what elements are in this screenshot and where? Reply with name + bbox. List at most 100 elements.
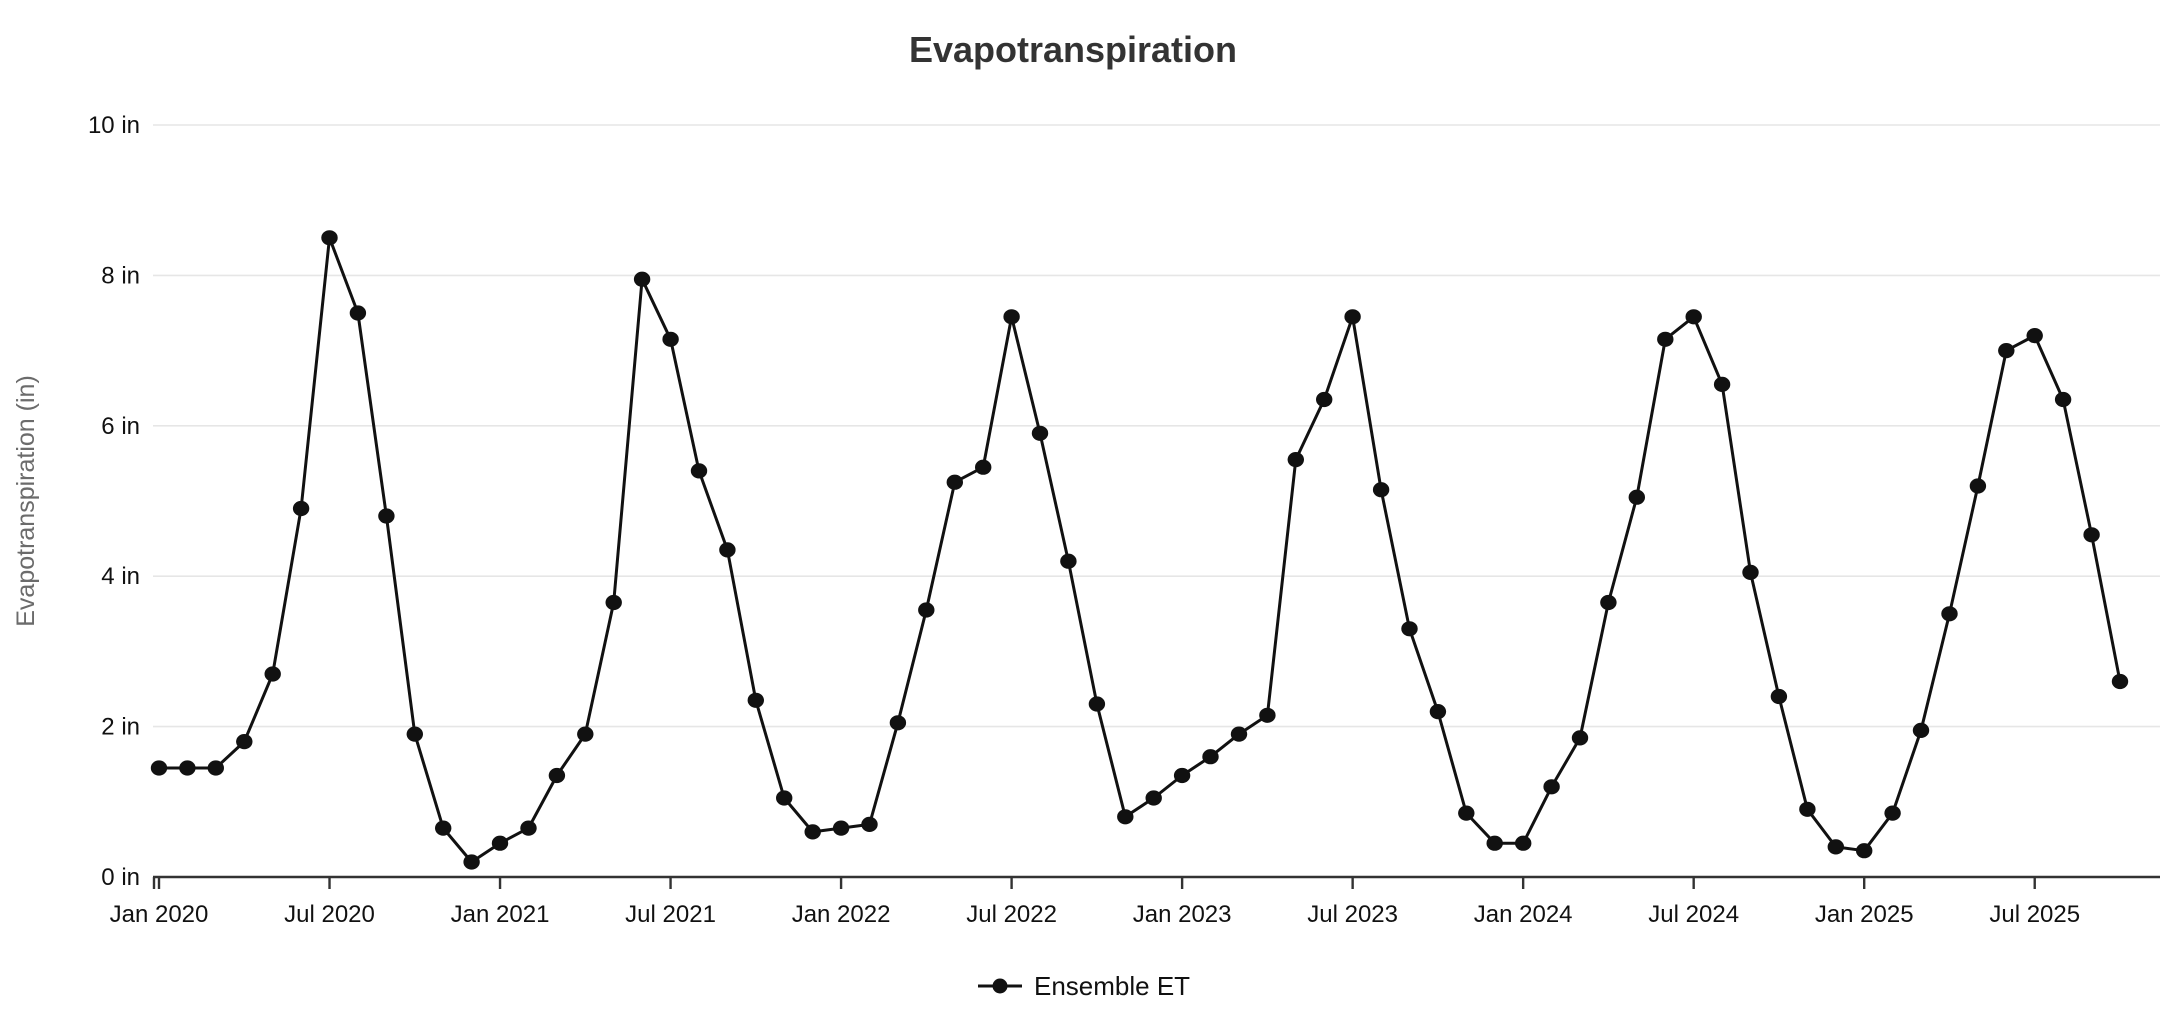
data-point — [207, 760, 224, 776]
data-point — [577, 726, 594, 742]
data-point — [1259, 707, 1276, 723]
data-point — [1344, 309, 1361, 325]
data-point — [2054, 391, 2072, 408]
x-tick-label-jul-2023: Jul 2023 — [1307, 901, 1398, 928]
data-point — [1003, 309, 1020, 325]
data-point — [1515, 835, 1532, 851]
data-point — [1827, 839, 1845, 855]
y-axis-title: Evapotranspiration (in) — [12, 375, 40, 627]
data-point — [321, 230, 338, 246]
x-tick-label-jan-2025: Jan 2025 — [1815, 901, 1914, 928]
x-tick-label-jan-2020: Jan 2020 — [110, 901, 209, 928]
y-tick-label-10in: 10 in — [88, 112, 140, 139]
data-point — [776, 790, 793, 806]
data-point — [1600, 594, 1617, 611]
data-point — [1912, 722, 1930, 739]
y-tick-label-6in: 6 in — [101, 413, 140, 440]
data-point — [292, 500, 310, 517]
data-point — [1628, 489, 1646, 505]
data-point — [1458, 805, 1475, 821]
data-point — [719, 542, 736, 558]
data-point — [1742, 564, 1759, 581]
legend-label: Ensemble ET — [1034, 971, 1190, 1001]
data-point — [1429, 704, 1447, 720]
legend: Ensemble ET — [978, 971, 1190, 1001]
data-point — [1316, 391, 1333, 408]
data-point — [918, 602, 935, 618]
data-point — [690, 463, 708, 479]
data-point — [1941, 606, 1958, 622]
x-tick-label-jul-2020: Jul 2020 — [284, 901, 375, 928]
data-point — [179, 760, 196, 776]
data-point — [1230, 726, 1248, 742]
x-tick-label-jul-2025: Jul 2025 — [1989, 901, 2080, 928]
data-point — [2026, 328, 2043, 344]
data-point — [1117, 809, 1134, 825]
data-point — [1998, 343, 2015, 359]
data-point — [520, 820, 537, 836]
data-point — [1543, 779, 1560, 795]
x-tick-label-jul-2021: Jul 2021 — [625, 901, 716, 928]
data-point — [1060, 553, 1077, 569]
data-point — [832, 820, 850, 836]
data-point — [1969, 478, 1987, 494]
x-tick-label-jan-2022: Jan 2022 — [792, 901, 891, 928]
data-point — [491, 835, 509, 851]
y-axis-tick-labels: 0 in 2 in 4 in 6 in 8 in 10 in — [88, 112, 140, 891]
x-axis: Jan 2020 Jul 2020 Jan 2021 Jul 2021 Jan 2022… — [110, 875, 2160, 928]
data-point — [435, 820, 452, 836]
data-point — [1031, 425, 1049, 441]
data-point — [1571, 730, 1589, 746]
data-point — [1145, 790, 1162, 806]
data-point — [1884, 805, 1901, 821]
data-point — [1372, 482, 1390, 498]
data-point — [1713, 376, 1731, 392]
data-point — [1173, 767, 1191, 784]
data-point — [1657, 331, 1674, 347]
data-point — [1856, 843, 1873, 859]
data-point — [633, 271, 651, 287]
data-point — [946, 474, 963, 490]
data-point — [804, 824, 821, 840]
data-point — [861, 816, 878, 833]
chart-title: Evapotranspiration — [909, 29, 1237, 70]
data-point — [1685, 309, 1702, 325]
data-point — [378, 508, 395, 524]
data-point — [264, 666, 281, 682]
data-point — [975, 459, 992, 475]
legend-dot-marker — [992, 978, 1008, 994]
data-point — [463, 854, 480, 870]
data-point — [2083, 527, 2100, 543]
y-tick-label-4in: 4 in — [101, 563, 140, 590]
data-point — [548, 767, 566, 784]
data-point — [605, 594, 622, 611]
x-tick-label-jan-2023: Jan 2023 — [1133, 901, 1232, 928]
data-point — [406, 726, 423, 742]
data-point — [1486, 835, 1503, 851]
y-tick-label-0in: 0 in — [101, 864, 140, 891]
data-point — [150, 760, 168, 776]
data-point — [1770, 688, 1788, 705]
x-tick-label-jul-2022: Jul 2022 — [966, 901, 1057, 928]
data-point — [2111, 673, 2129, 690]
y-tick-label-2in: 2 in — [101, 714, 140, 741]
x-tick-label-jan-2024: Jan 2024 — [1474, 901, 1573, 928]
data-point — [1401, 621, 1418, 637]
data-point — [349, 305, 367, 321]
ensemble-et-line — [157, 236, 2122, 864]
gridlines — [153, 124, 2160, 728]
x-tick-label-jul-2024: Jul 2024 — [1648, 901, 1739, 928]
data-point — [1287, 452, 1305, 468]
y-tick-label-8in: 8 in — [101, 262, 140, 289]
data-point — [747, 692, 764, 708]
x-tick-label-jan-2021: Jan 2021 — [451, 901, 550, 928]
series-ensemble-et — [150, 230, 2129, 870]
data-point — [889, 715, 907, 731]
data-point — [236, 734, 253, 750]
data-point — [662, 331, 679, 347]
data-point — [1799, 801, 1816, 817]
data-point — [1202, 749, 1219, 765]
data-point — [1088, 696, 1106, 712]
